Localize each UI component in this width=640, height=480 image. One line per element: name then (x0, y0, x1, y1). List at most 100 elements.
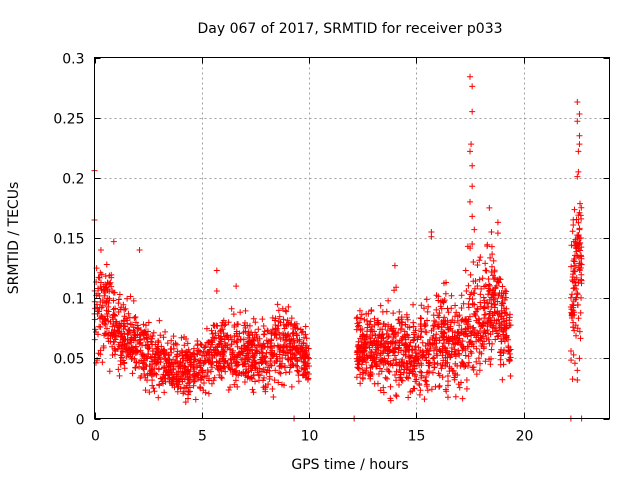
data-point (293, 362, 300, 369)
data-point (577, 309, 584, 316)
data-point (412, 343, 419, 350)
data-point (422, 322, 429, 329)
data-point (170, 363, 177, 370)
data-point (196, 370, 203, 377)
data-point (246, 375, 253, 382)
data-point (155, 346, 162, 353)
data-point (467, 339, 474, 346)
data-point (110, 331, 117, 338)
data-point (136, 247, 143, 254)
data-point (354, 351, 361, 358)
data-point (576, 132, 583, 139)
data-point (437, 348, 444, 355)
data-point (133, 349, 140, 356)
data-point (435, 370, 442, 377)
data-point (207, 344, 214, 351)
data-point (375, 319, 382, 326)
data-point (467, 198, 474, 205)
data-point (496, 320, 503, 327)
data-point (380, 384, 387, 391)
data-point (276, 369, 283, 376)
data-point (290, 338, 297, 345)
data-point (233, 328, 240, 335)
data-point (475, 355, 482, 362)
data-point (144, 339, 151, 346)
data-point (144, 351, 151, 358)
data-point (387, 360, 394, 367)
data-point (487, 314, 494, 321)
data-point (415, 344, 422, 351)
data-point (228, 305, 235, 312)
data-point (405, 354, 412, 361)
data-point (261, 331, 268, 338)
data-point (412, 327, 419, 334)
data-point (108, 274, 115, 281)
data-point (464, 362, 471, 369)
data-point (419, 353, 426, 360)
data-point (121, 341, 128, 348)
data-point (96, 308, 103, 315)
data-point (160, 334, 167, 341)
chart-title: Day 067 of 2017, SRMTID for receiver p03… (197, 21, 502, 37)
data-point (410, 362, 417, 369)
data-point (469, 83, 476, 90)
data-point (150, 371, 157, 378)
data-point (182, 336, 189, 343)
data-point (174, 388, 181, 395)
data-point (409, 387, 416, 394)
data-point (285, 331, 292, 338)
data-point (468, 289, 475, 296)
data-point (296, 338, 303, 345)
data-point (174, 353, 181, 360)
data-point (488, 269, 495, 276)
data-point (255, 360, 262, 367)
data-point (191, 365, 198, 372)
y-tick-label: 0.05 (53, 352, 84, 368)
data-point (484, 327, 491, 334)
data-point (144, 372, 151, 379)
data-point (147, 368, 154, 375)
data-point (242, 328, 249, 335)
data-point (469, 162, 476, 169)
data-point (451, 376, 458, 383)
data-point (286, 347, 293, 354)
data-point (574, 325, 581, 332)
data-point (353, 374, 360, 381)
data-point (385, 334, 392, 341)
data-point (207, 368, 214, 375)
data-point (501, 309, 508, 316)
data-point (213, 322, 220, 329)
data-point (507, 372, 514, 379)
data-point (234, 383, 241, 390)
data-point (418, 362, 425, 369)
data-point (433, 340, 440, 347)
data-point (262, 386, 269, 393)
data-point (298, 329, 305, 336)
data-point (393, 284, 400, 291)
data-point (268, 355, 275, 362)
data-point (115, 308, 122, 315)
data-point (576, 141, 583, 148)
data-point (359, 333, 366, 340)
data-point (96, 315, 103, 322)
data-point (411, 336, 418, 343)
data-point (498, 289, 505, 296)
data-point (467, 348, 474, 355)
data-point (360, 369, 367, 376)
data-point (393, 356, 400, 363)
data-point (393, 393, 400, 400)
data-point (576, 355, 583, 362)
data-point (234, 333, 241, 340)
data-point (104, 311, 111, 318)
data-point (452, 302, 459, 309)
data-point (181, 363, 188, 370)
data-point (391, 287, 398, 294)
data-point (492, 336, 499, 343)
data-point (283, 308, 290, 315)
data-point (464, 243, 471, 250)
data-point (161, 389, 168, 396)
data-point (211, 374, 218, 381)
data-point (574, 367, 581, 374)
data-point (291, 355, 298, 362)
data-point (210, 334, 217, 341)
